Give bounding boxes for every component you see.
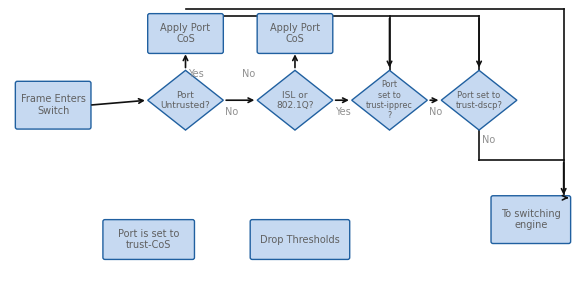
FancyBboxPatch shape (491, 196, 571, 243)
Polygon shape (257, 70, 333, 130)
Polygon shape (441, 70, 517, 130)
Text: Port is set to
trust-CoS: Port is set to trust-CoS (118, 229, 179, 250)
Text: Yes: Yes (335, 107, 350, 117)
Polygon shape (148, 70, 223, 130)
Text: Frame Enters
Switch: Frame Enters Switch (21, 94, 86, 116)
Text: Port
set to
trust-ipprec
?: Port set to trust-ipprec ? (366, 80, 413, 120)
FancyBboxPatch shape (15, 81, 91, 129)
Text: Apply Port
CoS: Apply Port CoS (270, 23, 320, 44)
Text: To switching
engine: To switching engine (501, 209, 561, 231)
Text: Port set to
trust-dscp?: Port set to trust-dscp? (455, 90, 503, 110)
Text: No: No (225, 107, 238, 117)
Polygon shape (351, 70, 427, 130)
FancyBboxPatch shape (250, 220, 350, 259)
Text: Yes: Yes (188, 69, 204, 79)
Text: Apply Port
CoS: Apply Port CoS (161, 23, 211, 44)
FancyBboxPatch shape (103, 220, 194, 259)
Text: Drop Thresholds: Drop Thresholds (260, 235, 340, 245)
Text: No: No (482, 135, 495, 145)
FancyBboxPatch shape (148, 14, 223, 53)
Text: No: No (429, 107, 443, 117)
FancyBboxPatch shape (257, 14, 333, 53)
Text: Port
Untrusted?: Port Untrusted? (161, 90, 211, 110)
Text: ISL or
802.1Q?: ISL or 802.1Q? (276, 90, 314, 110)
Text: No: No (242, 69, 255, 79)
